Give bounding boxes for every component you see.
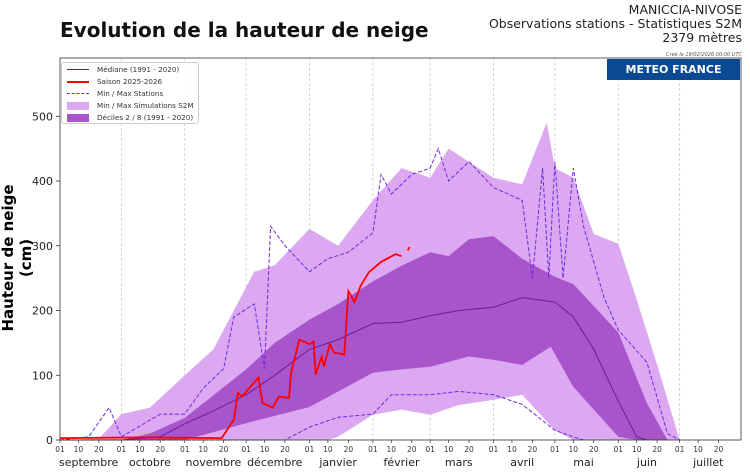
- x-tick-label: 01: [614, 445, 624, 454]
- legend-label: Déciles 2 / 8 (1991 - 2020): [97, 113, 194, 122]
- y-tick-label: 300: [32, 240, 53, 253]
- x-tick-label: 10: [260, 445, 270, 454]
- legend-label: Saison 2025-2026: [97, 77, 163, 86]
- x-tick-label: 10: [323, 445, 333, 454]
- legend-label: Médiane (1991 - 2020): [97, 65, 180, 74]
- stations-max-line: [59, 147, 680, 441]
- legend-item-sim: Min / Max Simulations S2M: [62, 100, 198, 111]
- plot-frame: [59, 57, 742, 441]
- month-label: janvier: [318, 456, 357, 469]
- x-tick-label: 20: [528, 445, 538, 454]
- y-tick-label: 100: [32, 369, 53, 382]
- month-label: mars: [445, 456, 473, 469]
- month-label: février: [384, 456, 420, 469]
- legend-item-season: Saison 2025-2026: [62, 76, 198, 87]
- y-tick-label: 400: [32, 175, 53, 188]
- x-tick-label: 10: [632, 445, 642, 454]
- meteo-france-logo: METEO FRANCE: [607, 59, 740, 80]
- x-tick-label: 01: [368, 445, 378, 454]
- x-tick-label: 10: [569, 445, 579, 454]
- decile-band: [60, 236, 668, 440]
- x-tick-label: 01: [117, 445, 127, 454]
- x-tick-label: 01: [675, 445, 685, 454]
- x-tick-label: 20: [280, 445, 290, 454]
- month-label: avril: [510, 456, 534, 469]
- chart-title: Evolution de la hauteur de neige: [60, 18, 429, 42]
- x-tick-label: 01: [241, 445, 251, 454]
- x-tick-label: 10: [387, 445, 397, 454]
- legend-item-stations: Min / Max Stations: [62, 88, 198, 99]
- x-tick-label: 10: [693, 445, 703, 454]
- median-line: [60, 297, 648, 441]
- x-tick-label: 10: [74, 445, 84, 454]
- x-tick-label: 10: [444, 445, 454, 454]
- x-tick-label: 01: [425, 445, 435, 454]
- x-tick-label: 10: [135, 445, 145, 454]
- x-tick-label: 10: [507, 445, 517, 454]
- month-label: octobre: [129, 456, 171, 469]
- x-tick-label: 01: [550, 445, 560, 454]
- x-tick-label: 01: [305, 445, 315, 454]
- legend-label: Min / Max Stations: [97, 89, 164, 98]
- month-label: décembre: [247, 456, 303, 469]
- season-line: [59, 253, 402, 440]
- month-label: novembre: [186, 456, 242, 469]
- x-tick-label: 20: [219, 445, 229, 454]
- y-tick-label: 200: [32, 305, 53, 318]
- created-timestamp: Créé le 19/02/2026 00:00 UTC: [666, 52, 742, 58]
- x-tick-label: 10: [198, 445, 208, 454]
- station-name: MANICCIA-NIVOSE: [628, 2, 742, 17]
- x-tick-label: 20: [589, 445, 599, 454]
- x-tick-label: 20: [407, 445, 417, 454]
- month-label: mai: [573, 456, 594, 469]
- x-tick-label: 01: [489, 445, 499, 454]
- chart-subtitle: Observations stations - Statistiques S2M: [488, 16, 742, 31]
- x-tick-label: 20: [464, 445, 474, 454]
- x-tick-label: 20: [652, 445, 662, 454]
- legend-item-deciles: Déciles 2 / 8 (1991 - 2020): [62, 112, 198, 123]
- x-tick-label: 01: [55, 445, 65, 454]
- month-label: septembre: [59, 456, 119, 469]
- month-label: juin: [636, 456, 657, 469]
- x-tick-label: 01: [180, 445, 190, 454]
- stations-min-line: [60, 390, 584, 441]
- season-line-fragment: [406, 246, 411, 251]
- y-tick-label: 0: [46, 434, 53, 447]
- month-label: juillet: [692, 456, 724, 469]
- x-tick-label: 20: [94, 445, 104, 454]
- altitude: 2379 mètres: [662, 30, 742, 45]
- x-tick-label: 20: [344, 445, 354, 454]
- legend: Médiane (1991 - 2020) Saison 2025-2026 M…: [61, 62, 199, 124]
- x-tick-label: 20: [714, 445, 724, 454]
- y-tick-label: 500: [32, 110, 53, 123]
- legend-item-median: Médiane (1991 - 2020): [62, 64, 198, 75]
- x-tick-label: 20: [155, 445, 165, 454]
- legend-label: Min / Max Simulations S2M: [97, 101, 194, 110]
